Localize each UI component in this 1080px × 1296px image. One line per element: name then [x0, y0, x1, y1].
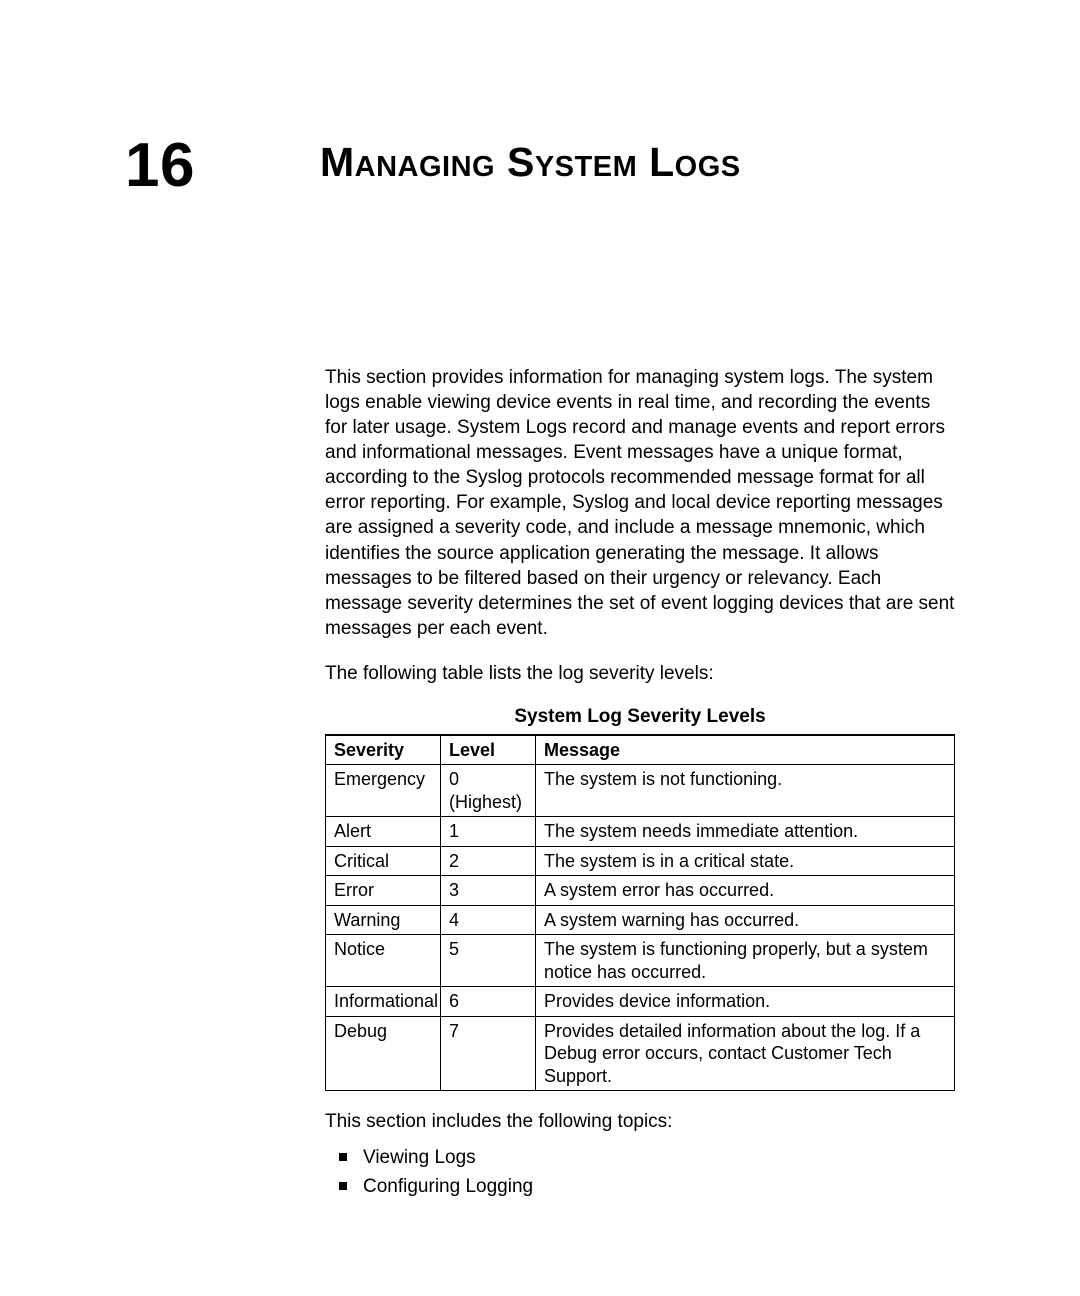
cell-severity: Notice [326, 935, 441, 987]
cell-severity: Informational [326, 987, 441, 1017]
table-row: Critical2The system is in a critical sta… [326, 846, 955, 876]
cell-message: The system needs immediate attention. [536, 817, 955, 847]
cell-severity: Error [326, 876, 441, 906]
table-lead-in: The following table lists the log severi… [325, 661, 955, 686]
table-row: Alert1The system needs immediate attenti… [326, 817, 955, 847]
cell-message: A system error has occurred. [536, 876, 955, 906]
cell-level: 2 [441, 846, 536, 876]
cell-level: 7 [441, 1016, 536, 1091]
table-header-row: Severity Level Message [326, 735, 955, 765]
table-row: Notice5The system is functioning properl… [326, 935, 955, 987]
cell-message: A system warning has occurred. [536, 905, 955, 935]
cell-message: The system is in a critical state. [536, 846, 955, 876]
col-severity: Severity [326, 735, 441, 765]
table-row: Warning4A system warning has occurred. [326, 905, 955, 935]
col-level: Level [441, 735, 536, 765]
severity-tbody: Emergency0 (Highest)The system is not fu… [326, 765, 955, 1091]
cell-severity: Emergency [326, 765, 441, 817]
cell-level: 1 [441, 817, 536, 847]
chapter-title: Managing System Logs [320, 139, 741, 186]
cell-level: 0 (Highest) [441, 765, 536, 817]
cell-level: 4 [441, 905, 536, 935]
table-caption: System Log Severity Levels [325, 706, 955, 728]
list-item: Configuring Logging [339, 1172, 955, 1201]
cell-severity: Warning [326, 905, 441, 935]
cell-level: 6 [441, 987, 536, 1017]
table-row: Informational6Provides device informatio… [326, 987, 955, 1017]
table-row: Emergency0 (Highest)The system is not fu… [326, 765, 955, 817]
content-area: This section provides information for ma… [325, 365, 955, 1201]
table-row: Debug7Provides detailed information abou… [326, 1016, 955, 1091]
severity-table: Severity Level Message Emergency0 (Highe… [325, 734, 955, 1092]
cell-severity: Alert [326, 817, 441, 847]
page: 16 Managing System Logs This section pro… [0, 0, 1080, 1296]
topics-list: Viewing LogsConfiguring Logging [339, 1143, 955, 1202]
list-item: Viewing Logs [339, 1143, 955, 1172]
col-message: Message [536, 735, 955, 765]
cell-message: Provides detailed information about the … [536, 1016, 955, 1091]
cell-message: Provides device information. [536, 987, 955, 1017]
chapter-number: 16 [125, 130, 195, 201]
intro-paragraph: This section provides information for ma… [325, 365, 955, 641]
cell-severity: Critical [326, 846, 441, 876]
cell-level: 3 [441, 876, 536, 906]
cell-level: 5 [441, 935, 536, 987]
table-row: Error3A system error has occurred. [326, 876, 955, 906]
topics-intro: This section includes the following topi… [325, 1109, 955, 1134]
cell-message: The system is not functioning. [536, 765, 955, 817]
cell-message: The system is functioning properly, but … [536, 935, 955, 987]
cell-severity: Debug [326, 1016, 441, 1091]
